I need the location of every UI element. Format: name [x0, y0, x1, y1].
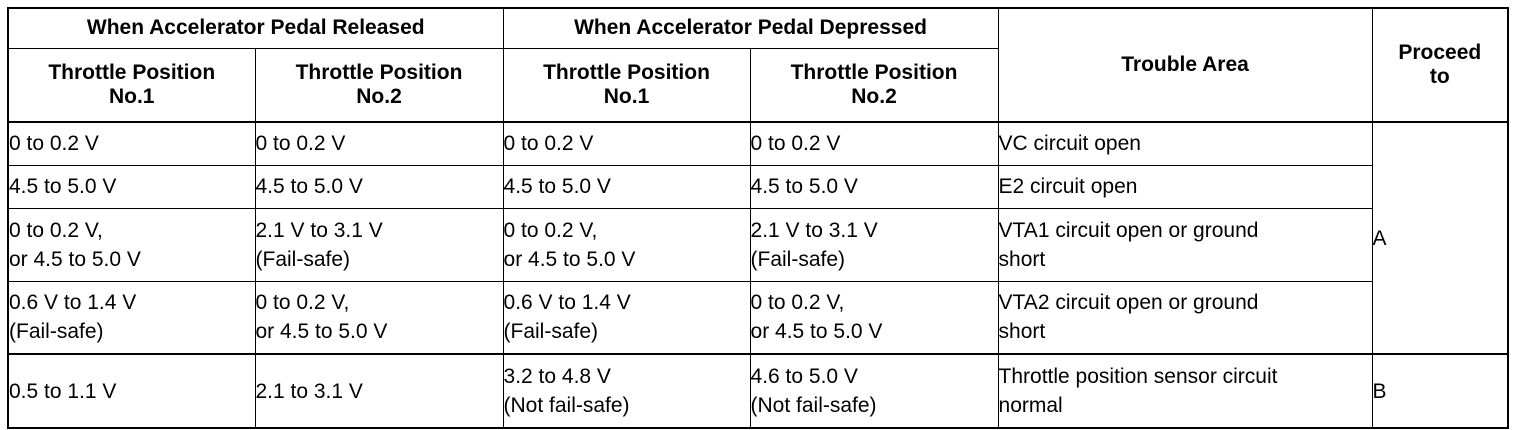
cell-line: E2 circuit open — [998, 175, 1138, 198]
cell-released-tp2: 0 to 0.2 V — [254, 121, 504, 166]
table-row: 4.5 to 5.0 V 4.5 to 5.0 V 4.5 to 5.0 V 4… — [7, 164, 1508, 209]
header-line: Throttle Position — [295, 60, 463, 84]
cell-line: 2.1 to 3.1 V — [255, 379, 363, 403]
cell-depressed-tp1: 0.6 V to 1.4 V (Fail-safe) — [502, 280, 751, 355]
cell-released-tp2: 4.5 to 5.0 V — [254, 164, 504, 209]
header-line: No.1 — [108, 84, 155, 108]
header-depressed-tp2: Throttle Position No.2 — [749, 47, 999, 123]
cell-released-tp1: 0.5 to 1.1 V — [7, 353, 256, 429]
header-proceed-to: Proceed to — [1371, 7, 1509, 123]
table-row: 0 to 0.2 V, or 4.5 to 5.0 V 2.1 V to 3.1 … — [7, 207, 1508, 282]
cell-proceed-b: B — [1371, 353, 1509, 429]
cell-line: (Fail-safe) — [750, 247, 846, 271]
header-released-tp1: Throttle Position No.1 — [7, 47, 256, 123]
header-proceed-line-2: to — [1429, 65, 1450, 88]
header-row-1: When Accelerator Pedal Released When Acc… — [7, 7, 1509, 123]
table-row: 0 to 0.2 V 0 to 0.2 V 0 to 0.2 V 0 to 0.… — [7, 121, 1509, 355]
cell-depressed-tp1: 0 to 0.2 V — [502, 121, 751, 166]
table-row: 0.6 V to 1.4 V (Fail-safe) 0 to 0.2 V, or … — [7, 280, 1508, 355]
header-line: No.2 — [356, 84, 402, 108]
cell-trouble-area: VTA1 circuit open or ground short — [997, 207, 1373, 282]
header-line: No.2 — [851, 84, 897, 108]
header-pedal-depressed: When Accelerator Pedal Depressed — [502, 7, 999, 49]
cell-line: short — [998, 320, 1046, 344]
cell-line: (Not fail-safe) — [750, 394, 877, 417]
cell-line: VTA1 circuit open or ground — [998, 218, 1259, 242]
header-pedal-released: When Accelerator Pedal Released — [7, 7, 504, 49]
cell-line: Throttle position sensor circuit — [998, 365, 1278, 388]
cell-released-tp2: 0 to 0.2 V, or 4.5 to 5.0 V — [254, 280, 504, 355]
cell-line: 4.5 to 5.0 V — [503, 175, 611, 198]
cell-line: 0.6 V to 1.4 V — [503, 291, 631, 315]
cell-depressed-tp1: 0 to 0.2 V, or 4.5 to 5.0 V — [502, 207, 751, 282]
cell-line: 4.5 to 5.0 V — [9, 175, 117, 198]
cell-released-tp1: 0.6 V to 1.4 V (Fail-safe) — [7, 280, 256, 355]
cell-line: 4.5 to 5.0 V — [750, 175, 858, 198]
cell-released-tp1: 0 to 0.2 V, or 4.5 to 5.0 V — [7, 207, 256, 282]
cell-line: (Fail-safe) — [503, 320, 599, 344]
throttle-position-table: When Accelerator Pedal Released When Acc… — [7, 7, 1510, 429]
cell-released-tp2: 2.1 to 3.1 V — [254, 353, 504, 429]
cell-line: 0 to 0.2 V, — [750, 291, 845, 315]
cell-line: VC circuit open — [998, 132, 1141, 156]
cell-line: or 4.5 to 5.0 V — [9, 247, 141, 271]
cell-line: 0 to 0.2 V — [503, 132, 594, 156]
cell-line: or 4.5 to 5.0 V — [750, 320, 883, 344]
cell-line: 2.1 V to 3.1 V — [750, 218, 878, 242]
cell-released-tp1: 4.5 to 5.0 V — [7, 164, 256, 209]
cell-line: 0 to 0.2 V — [9, 132, 99, 156]
cell-released-tp1: 0 to 0.2 V — [7, 121, 256, 166]
header-trouble-area: Trouble Area — [997, 7, 1373, 123]
header-depressed-tp1: Throttle Position No.1 — [502, 47, 751, 123]
header-row-2: Throttle Position No.1 Throttle Position… — [7, 47, 1508, 123]
cell-line: or 4.5 to 5.0 V — [255, 320, 388, 344]
cell-line: normal — [998, 394, 1063, 417]
cell-depressed-tp2: 0 to 0.2 V, or 4.5 to 5.0 V — [749, 280, 999, 355]
cell-line: 3.2 to 4.8 V — [503, 365, 611, 388]
header-line: Throttle Position — [48, 60, 216, 84]
cell-line: 2.1 V to 3.1 V — [255, 218, 383, 242]
cell-depressed-tp2: 4.6 to 5.0 V (Not fail-safe) — [749, 353, 999, 429]
cell-trouble-area: E2 circuit open — [997, 164, 1373, 209]
cell-trouble-area: Throttle position sensor circuit normal — [997, 353, 1373, 429]
cell-depressed-tp2: 0 to 0.2 V — [749, 121, 999, 166]
cell-line: 4.5 to 5.0 V — [255, 175, 363, 198]
cell-line: (Fail-safe) — [255, 247, 351, 271]
cell-line: 0.5 to 1.1 V — [9, 379, 117, 403]
cell-depressed-tp2: 4.5 to 5.0 V — [749, 164, 999, 209]
cell-line: 0 to 0.2 V — [750, 132, 841, 156]
cell-trouble-area: VC circuit open — [997, 121, 1373, 166]
cell-depressed-tp2: 2.1 V to 3.1 V (Fail-safe) — [749, 207, 999, 282]
cell-released-tp2: 2.1 V to 3.1 V (Fail-safe) — [254, 207, 504, 282]
header-line: Throttle Position — [543, 60, 710, 84]
cell-line: short — [998, 247, 1046, 271]
header-released-tp2: Throttle Position No.2 — [254, 47, 504, 123]
cell-line: or 4.5 to 5.0 V — [503, 247, 636, 271]
cell-line: 0 to 0.2 V, — [503, 218, 598, 242]
cell-depressed-tp1: 3.2 to 4.8 V (Not fail-safe) — [502, 353, 751, 429]
cell-line: 4.6 to 5.0 V — [750, 365, 858, 388]
header-line: No.1 — [603, 84, 650, 108]
cell-line: 0.6 V to 1.4 V — [9, 291, 137, 315]
cell-depressed-tp1: 4.5 to 5.0 V — [502, 164, 751, 209]
table-row: 0.5 to 1.1 V 2.1 to 3.1 V 3.2 to 4.8 V (N… — [7, 353, 1509, 429]
cell-line: (Fail-safe) — [9, 320, 104, 344]
cell-line: (Not fail-safe) — [503, 394, 630, 417]
cell-trouble-area: VTA2 circuit open or ground short — [997, 280, 1373, 355]
header-proceed-line-1: Proceed — [1398, 41, 1482, 64]
cell-proceed-a: A — [1371, 121, 1509, 355]
cell-line: 0 to 0.2 V — [255, 132, 346, 156]
cell-line: 0 to 0.2 V, — [9, 218, 103, 242]
cell-line: 0 to 0.2 V, — [255, 291, 350, 315]
cell-line: VTA2 circuit open or ground — [998, 291, 1259, 315]
header-line: Throttle Position — [790, 60, 958, 84]
